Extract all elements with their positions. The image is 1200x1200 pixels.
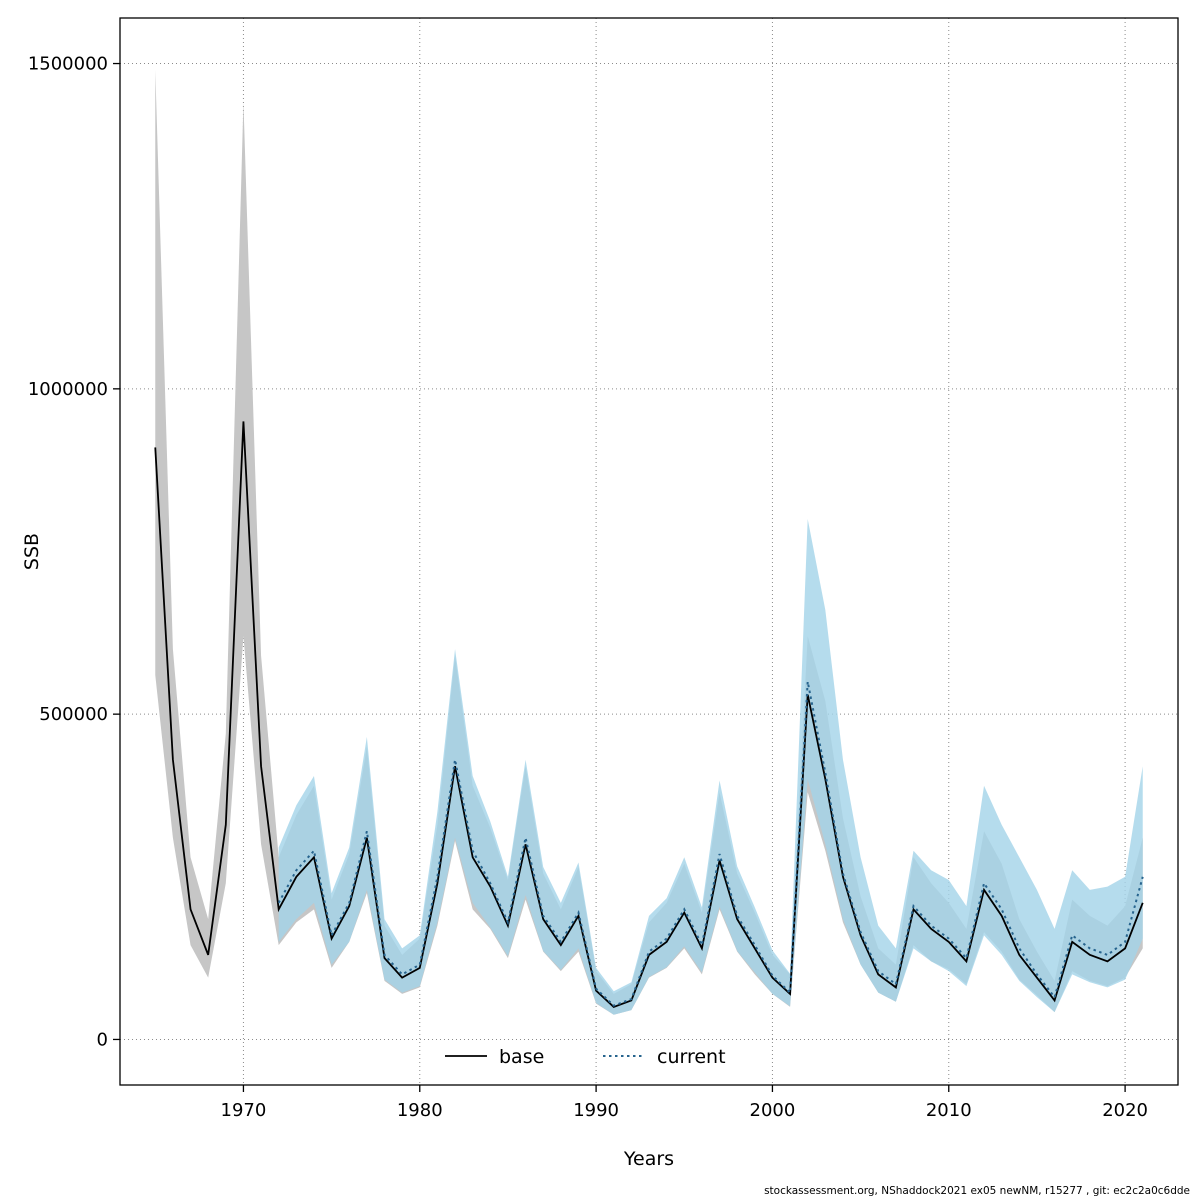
x-axis: 1970 1980 1990 2000 2010 2020 [221,1085,1148,1121]
legend-label-base: base [499,1046,544,1068]
y-tick-label: 500000 [39,704,108,725]
plot-box [119,17,1179,1086]
legend: base current [445,1046,726,1068]
x-tick-label: 2000 [750,1100,796,1121]
y-tick-label: 1500000 [28,54,108,75]
y-tick-label: 1000000 [28,379,108,400]
y-axis-title: SSB [21,533,43,570]
x-tick-label: 2020 [1102,1100,1148,1121]
x-axis-title: Years [623,1148,674,1170]
base-line [154,421,1144,1008]
x-tick-label: 2010 [926,1100,972,1121]
current-confidence-band [278,518,1143,1015]
gridlines [120,18,1178,1085]
x-tick-label: 1970 [221,1100,267,1121]
legend-label-current: current [657,1046,726,1068]
y-axis: 0 500000 1000000 1500000 [28,54,120,1050]
y-tick-label: 0 [97,1029,108,1050]
x-tick-label: 1980 [397,1100,443,1121]
footer-citation: stockassessment.org, NShaddock2021 ex05 … [764,1185,1190,1197]
x-tick-label: 1990 [573,1100,619,1121]
